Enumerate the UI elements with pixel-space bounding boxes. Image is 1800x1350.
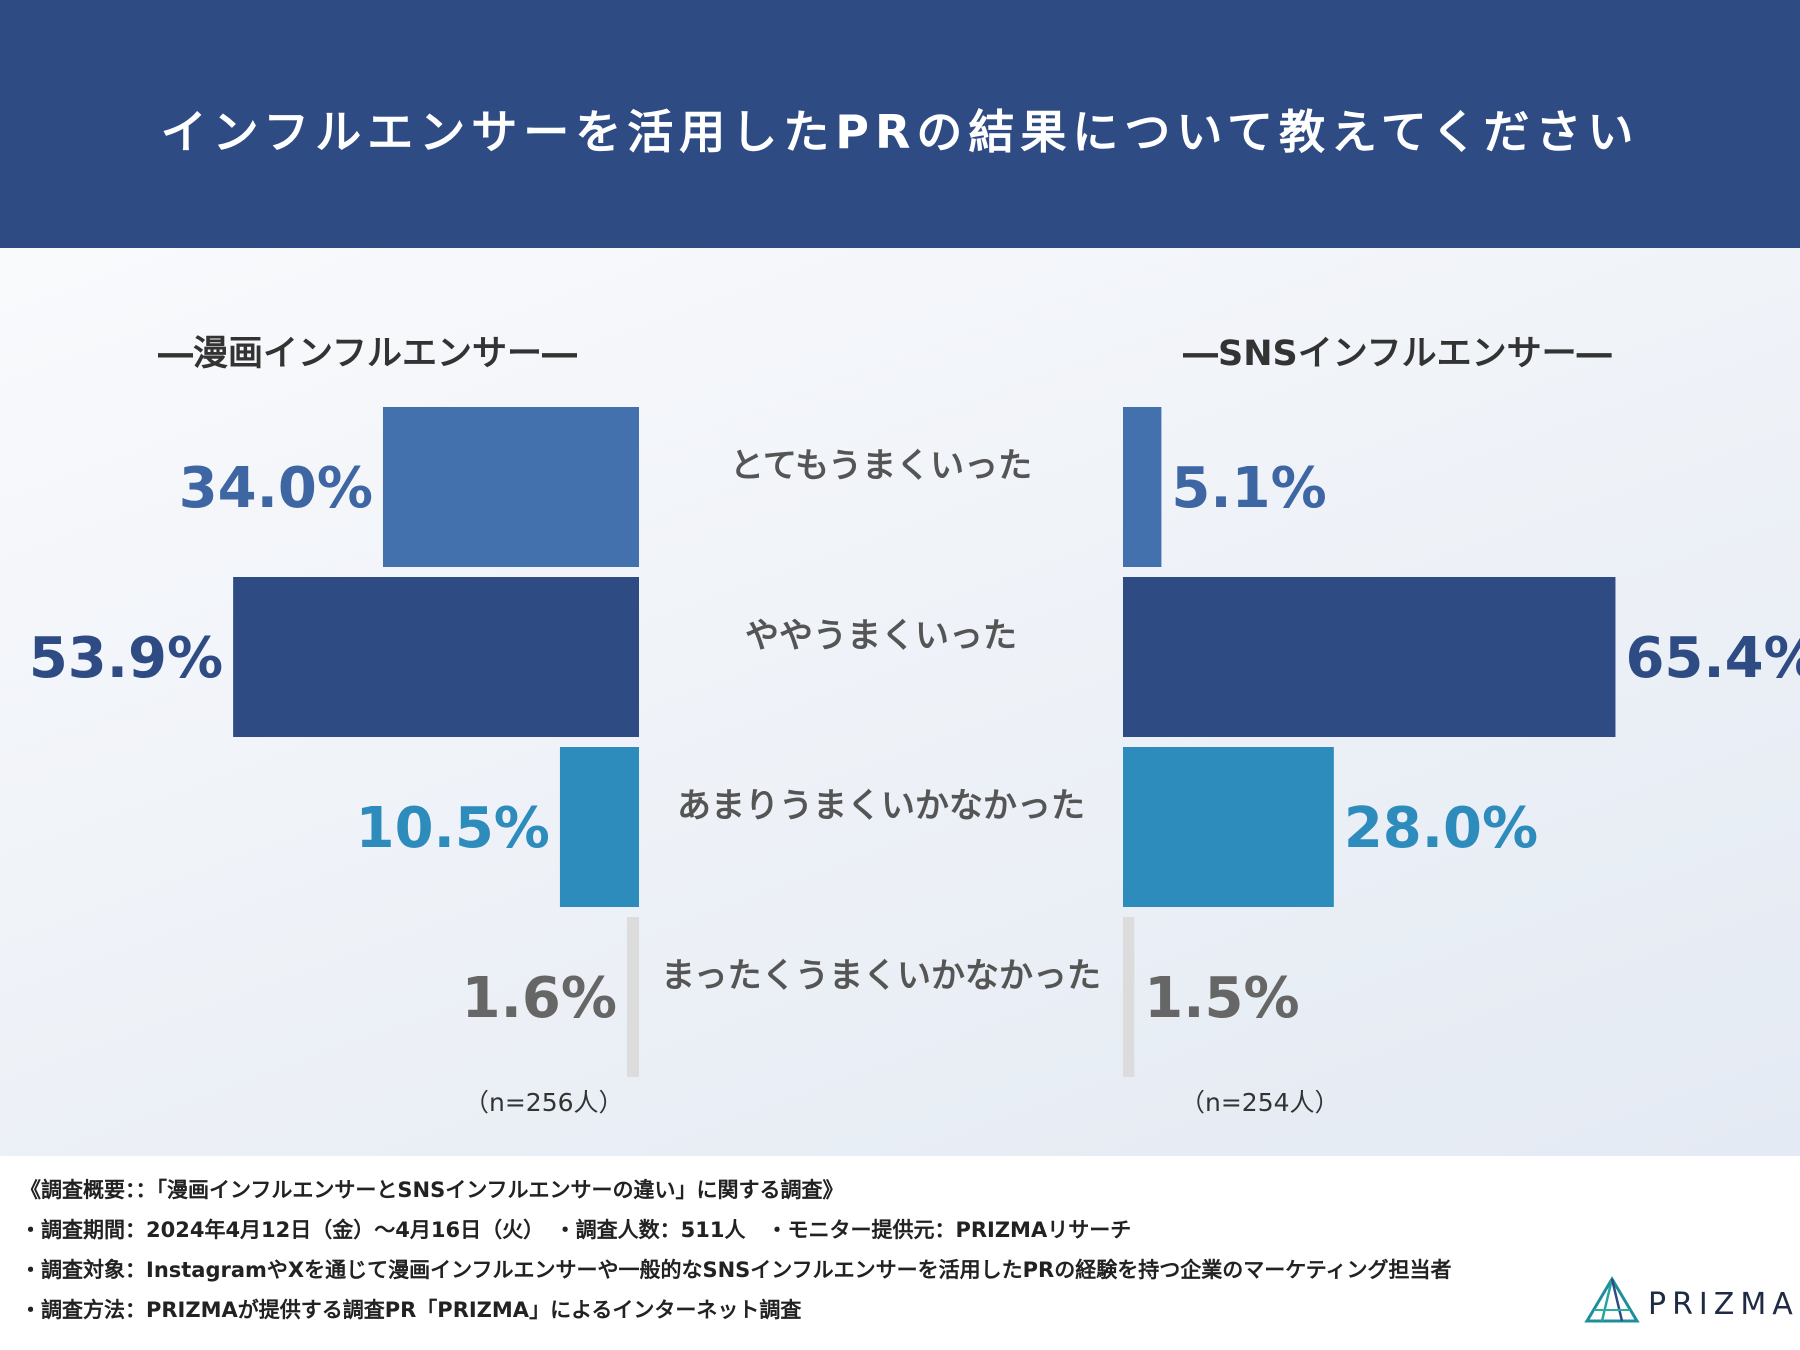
left-bar-1 xyxy=(233,577,639,737)
left-sample-size: （n=256人） xyxy=(464,1088,624,1117)
left-value-label-0: 34.0% xyxy=(179,456,373,521)
butterfly-bar-chart: 34.0% 5.1% とてもうまくいった 53.9% 65.4% ややうまくいった 10.5… xyxy=(29,407,1800,1077)
right-sample-size: （n=254人） xyxy=(1180,1088,1340,1117)
left-bar-0 xyxy=(382,407,639,567)
left-bar-3 xyxy=(626,917,639,1077)
left-bar-2 xyxy=(559,747,639,907)
category-label-3: まったくうまくいかなかった xyxy=(661,956,1101,996)
survey-footer: 《調査概要：：「漫画インフルエンサーとSNSインフルエンサーの違い」に関する調査… xyxy=(0,1156,1800,1350)
brand-name: PRIZMA xyxy=(1648,1287,1799,1322)
left-value-label-3: 1.6% xyxy=(462,966,617,1031)
right-bar-3 xyxy=(1123,917,1135,1077)
right-value-label-3: 1.5% xyxy=(1144,966,1299,1031)
left-group-title: ―漫画インフルエンサー― xyxy=(158,334,577,374)
right-value-label-2: 28.0% xyxy=(1344,796,1538,861)
header-banner xyxy=(0,0,1800,248)
category-label-0: とてもうまくいった xyxy=(730,446,1032,486)
footer-line-period: ・調査期間：2024年4月12日（金）〜4月16日（火） ・調査人数：511人 … xyxy=(20,1218,1132,1242)
category-label-2: あまりうまくいかなかった xyxy=(677,786,1085,826)
page-title: インフルエンサーを活用したPRの結果について教えてください xyxy=(160,105,1640,159)
right-bar-2 xyxy=(1123,747,1334,907)
category-label-1: ややうまくいった xyxy=(745,616,1017,656)
prizma-triangle-logo-icon xyxy=(1584,1276,1640,1323)
footer-line-overview: 《調査概要：：「漫画インフルエンサーとSNSインフルエンサーの違い」に関する調査… xyxy=(20,1178,844,1202)
right-value-label-0: 5.1% xyxy=(1171,456,1326,521)
right-value-label-1: 65.4% xyxy=(1625,626,1800,691)
right-bar-1 xyxy=(1123,577,1616,737)
left-value-label-2: 10.5% xyxy=(356,796,550,861)
footer-line-method: ・調査方法：PRIZMAが提供する調査PR「PRIZMA」によるインターネット調… xyxy=(20,1298,802,1322)
footer-line-target: ・調査対象：InstagramやXを通じて漫画インフルエンサーや一般的なSNSイ… xyxy=(20,1258,1452,1282)
left-value-label-1: 53.9% xyxy=(29,626,223,691)
right-group-title: ―SNSインフルエンサー― xyxy=(1183,334,1612,374)
right-bar-0 xyxy=(1123,407,1162,567)
